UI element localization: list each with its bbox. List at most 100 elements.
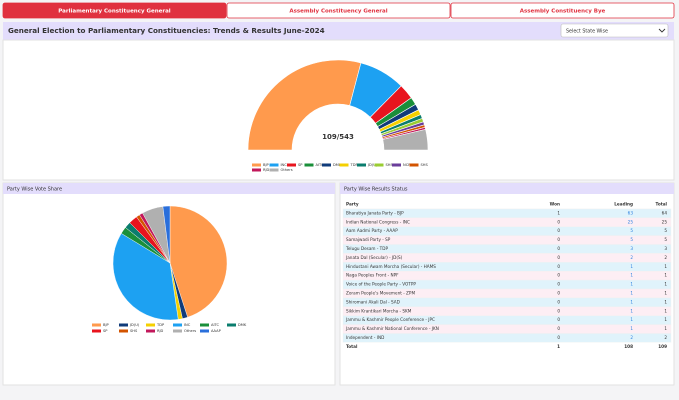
cell-party: Telugu Desam - TDP <box>345 246 388 251</box>
legend-swatch <box>92 329 101 333</box>
legend-swatch <box>304 163 314 167</box>
legend-label: TDP <box>350 163 359 167</box>
legend-swatch <box>173 323 182 327</box>
cell-number: 2 <box>664 335 667 340</box>
cell-number: 3 <box>664 246 667 251</box>
cell-number: 1 <box>664 264 667 269</box>
panel-title: Party Wise Results Status <box>344 187 408 193</box>
cell-number: 0 <box>557 282 560 287</box>
legend-label: BJP <box>103 323 110 327</box>
tab-label[interactable]: Parliamentary Constituency General <box>58 9 171 15</box>
cell-number: 1 <box>630 273 633 278</box>
cell-number: 0 <box>557 246 560 251</box>
legend-label: SP <box>298 163 303 167</box>
legend-label: AAAP <box>211 329 222 333</box>
tab[interactable] <box>2 2 227 19</box>
cell-number: 0 <box>557 326 560 331</box>
cell-number: 25 <box>662 219 668 224</box>
cell-party: Indian National Congress - INC <box>346 219 410 224</box>
legend-label: AITC <box>316 163 325 167</box>
cell-number: 5 <box>630 228 633 233</box>
legend-swatch <box>119 329 128 333</box>
seat-segment <box>382 128 429 151</box>
tab[interactable] <box>226 2 451 19</box>
cell-number: 0 <box>557 335 560 340</box>
column-header: Leading <box>614 202 633 207</box>
select-arrow <box>658 28 666 33</box>
legend-swatch <box>409 163 419 167</box>
cell-number: 0 <box>557 228 560 233</box>
cell-number: 0 <box>557 219 560 224</box>
legend-swatch <box>392 163 401 167</box>
tab-label[interactable]: Assembly Constituency Bye <box>520 9 606 15</box>
header-bar <box>3 22 674 40</box>
table-row <box>342 244 672 254</box>
cell-number: 64 <box>662 210 668 215</box>
legend-swatch <box>146 323 155 327</box>
legend-label: JD(U) <box>129 323 140 327</box>
legend-swatch <box>269 163 279 167</box>
cell-number: 1 <box>630 308 633 313</box>
cell-number: 2 <box>630 335 633 340</box>
vote-panel-header <box>3 183 335 194</box>
cell-number: 2 <box>630 255 633 260</box>
cell-party: Samajwadi Party - SP <box>346 237 391 242</box>
cell-number: 25 <box>628 219 634 224</box>
cell-party: Janata Dal (Secular) - JD(S) <box>345 255 403 260</box>
cell-number: 2 <box>664 255 667 260</box>
table-row <box>342 333 672 343</box>
legend-label: SHS <box>130 329 138 333</box>
cell-number: 0 <box>557 290 560 295</box>
cell-number: 0 <box>557 264 560 269</box>
cell-number: 1 <box>664 308 667 313</box>
state-select-label[interactable]: Select State Wise <box>566 29 608 35</box>
cell-number: 1 <box>630 299 633 304</box>
legend-swatch <box>287 163 296 167</box>
cell-number: 0 <box>557 273 560 278</box>
pie-slice <box>112 233 179 321</box>
table-header-row <box>343 200 671 209</box>
cell-number: 5 <box>664 237 667 242</box>
legend-label: RJD <box>263 168 270 172</box>
cell-number: 1 <box>630 317 633 322</box>
result-panel-header <box>340 183 674 194</box>
pie-slice <box>162 205 171 264</box>
legend-label: SP <box>103 329 108 333</box>
total-cell: 109 <box>658 344 667 349</box>
cell-party: Jammu & Kashmir People Conference - JPC <box>345 317 435 322</box>
cell-number: 5 <box>664 228 667 233</box>
legend-swatch <box>357 163 366 167</box>
legend-swatch <box>119 323 128 327</box>
cell-party: Naga Peoples Front - NPF <box>346 273 399 278</box>
cell-number: 0 <box>557 299 560 304</box>
cell-number: 1 <box>664 326 667 331</box>
cell-number: 0 <box>557 237 560 242</box>
legend-swatch <box>252 163 261 167</box>
legend-swatch <box>322 163 331 167</box>
state-select[interactable] <box>560 23 669 38</box>
table-row <box>342 235 672 245</box>
tab-label[interactable]: Assembly Constituency General <box>289 9 387 15</box>
cell-number: 1 <box>557 210 560 215</box>
tab[interactable] <box>450 2 675 19</box>
cell-number: 1 <box>664 273 667 278</box>
legend-label: JD(U) <box>367 163 378 167</box>
legend-swatch <box>227 323 236 327</box>
cell-number: 5 <box>630 237 633 242</box>
cell-number: 1 <box>664 299 667 304</box>
cell-number: 1 <box>664 282 667 287</box>
cell-number: 1 <box>664 317 667 322</box>
cell-number: 1 <box>630 282 633 287</box>
legend-label: Others <box>184 329 196 333</box>
legend-label: BJP <box>263 163 270 167</box>
legend-label: RJD <box>157 329 164 333</box>
legend-swatch <box>146 329 155 333</box>
legend-swatch <box>374 163 384 167</box>
cell-party: Zoram People's Movement - ZPM <box>346 290 415 295</box>
cell-number: 0 <box>557 308 560 313</box>
column-header: Party <box>346 202 359 207</box>
cell-party: Jammu & Kashmir National Conference - JK… <box>345 326 439 331</box>
cell-number: 1 <box>630 290 633 295</box>
legend-label: INC <box>281 163 288 167</box>
